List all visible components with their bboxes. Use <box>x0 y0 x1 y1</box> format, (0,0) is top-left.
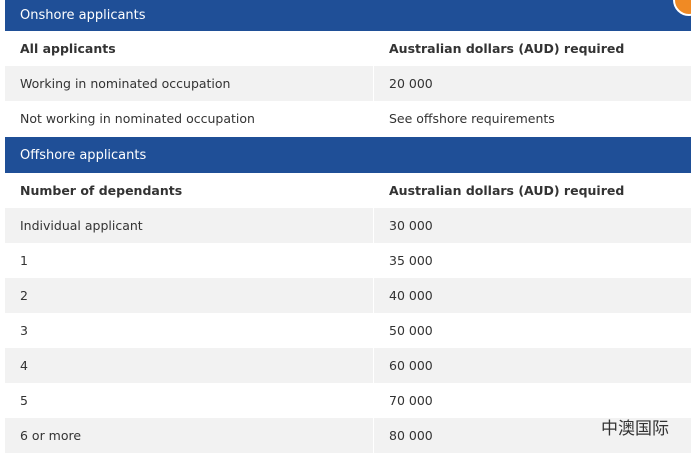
table-cell: 40 000 <box>374 278 691 313</box>
table-cell: 70 000 <box>389 393 433 408</box>
header-row: Number of dependants Australian dollars (… <box>5 173 691 208</box>
table-row: 6 or more 80 000 <box>5 418 691 453</box>
watermark: 中澳国际 <box>601 419 669 439</box>
table-cell: Working in nominated occupation <box>5 66 373 101</box>
table-row: Not working in nominated occupation See o… <box>5 101 691 136</box>
table-cell: 6 or more <box>5 418 373 453</box>
table-cell: 5 <box>20 393 28 408</box>
header-cell: Australian dollars (AUD) required <box>389 183 625 198</box>
table-cell: 60 000 <box>374 348 691 383</box>
table-row: 2 40 000 <box>5 278 691 313</box>
table-row: 3 50 000 <box>5 313 691 348</box>
table-cell: 30 000 <box>374 208 691 243</box>
table-row: Working in nominated occupation 20 000 <box>5 66 691 101</box>
table-row: 4 60 000 <box>5 348 691 383</box>
table-cell: 80 000 <box>374 418 691 453</box>
header-cell: Australian dollars (AUD) required <box>389 41 625 56</box>
table-cell: 4 <box>5 348 373 383</box>
table-cell: Not working in nominated occupation <box>20 111 255 126</box>
table-cell: Individual applicant <box>5 208 373 243</box>
table-cell: 2 <box>5 278 373 313</box>
table-cell: See offshore requirements <box>389 111 555 126</box>
table-row: Individual applicant 30 000 <box>5 208 691 243</box>
header-row: All applicants Australian dollars (AUD) r… <box>5 31 691 66</box>
table-cell: 1 <box>20 253 28 268</box>
table-row: 5 70 000 <box>5 383 691 418</box>
table-cell: 3 <box>20 323 28 338</box>
table-cell: 35 000 <box>389 253 433 268</box>
header-cell: Number of dependants <box>20 183 183 198</box>
section-title: Onshore applicants <box>5 0 691 31</box>
section-title: Offshore applicants <box>5 137 691 173</box>
table-cell: 20 000 <box>374 66 691 101</box>
corner-badge <box>673 0 691 16</box>
table-cell: 50 000 <box>389 323 433 338</box>
table-row: 1 35 000 <box>5 243 691 278</box>
header-cell: All applicants <box>20 41 116 56</box>
